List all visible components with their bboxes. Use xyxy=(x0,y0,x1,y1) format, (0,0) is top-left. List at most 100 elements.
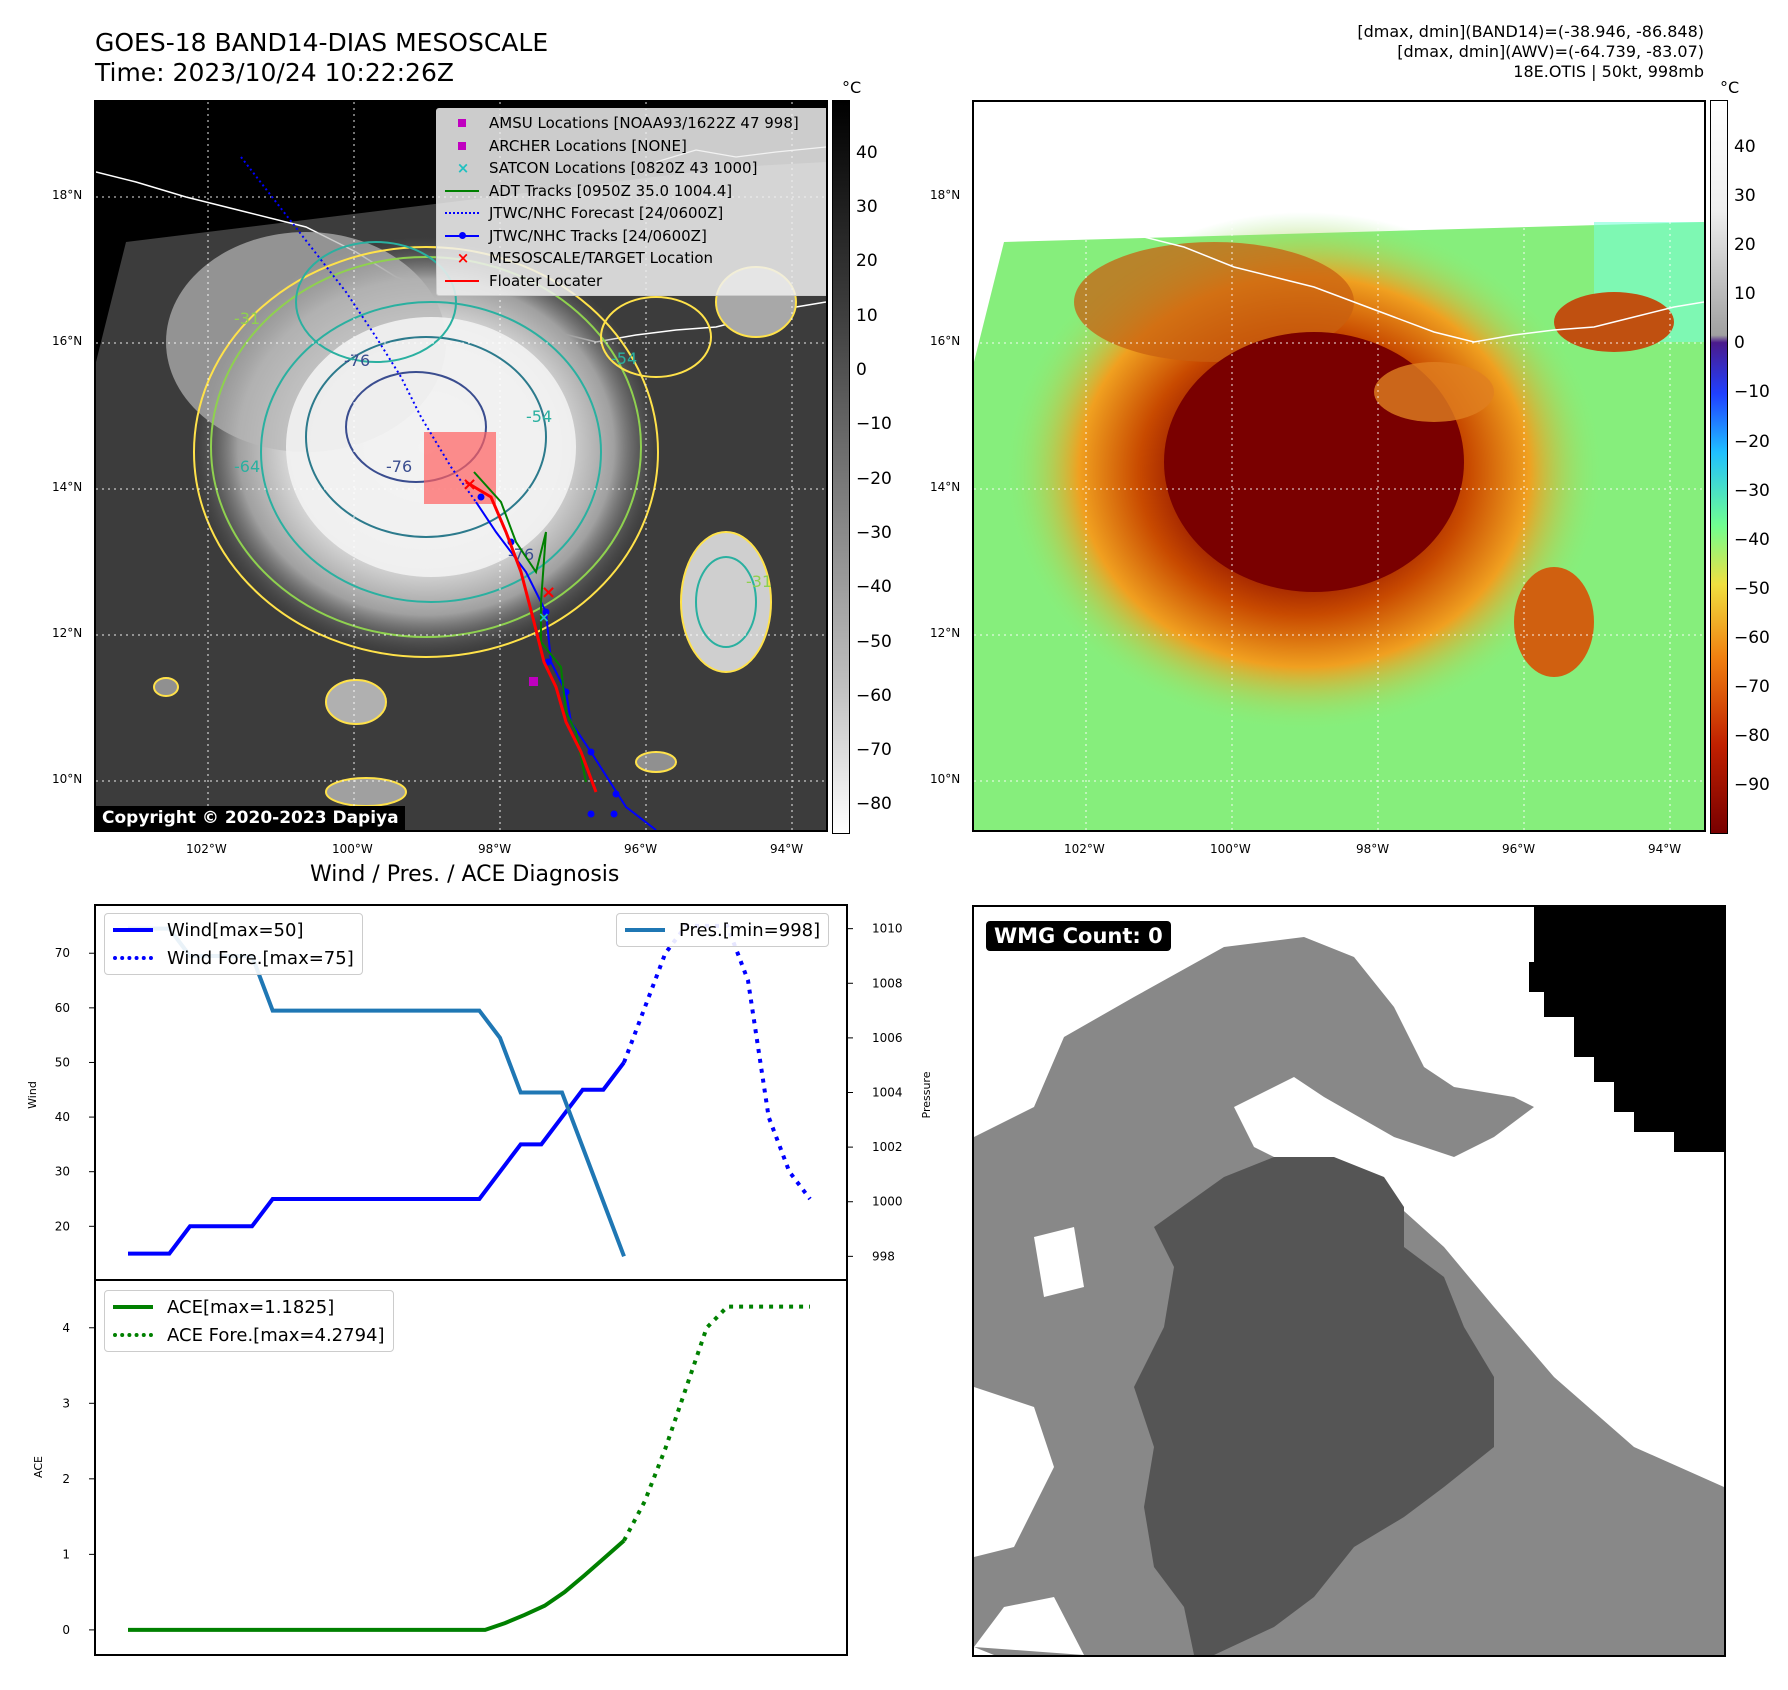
wind-tick-label: 30 xyxy=(55,1165,70,1179)
wmg-image xyxy=(974,907,1724,1655)
lon-label: 96°W xyxy=(624,842,658,856)
ace-axes xyxy=(94,1279,848,1656)
colorbar-tick-label: −70 xyxy=(1734,677,1770,698)
awv-colorbar xyxy=(1710,100,1728,834)
legend-item-archer: ARCHER Locations [NONE] xyxy=(443,135,823,158)
contour-label: -64 xyxy=(234,457,260,476)
lat-label: 14°N xyxy=(52,480,83,494)
diagnosis-chart: Wind Pressure ACE 2030405060709981000100… xyxy=(26,904,933,1656)
wind-tick-label: 70 xyxy=(55,946,70,960)
colorbar-tick-label: −30 xyxy=(1734,480,1770,501)
ace-tick-label: 3 xyxy=(62,1396,70,1410)
wind-tick-label: 40 xyxy=(55,1110,70,1124)
forecast-track xyxy=(240,156,477,503)
legend-ace: ACE[max=1.1825] xyxy=(113,1293,385,1321)
contour-label: -31 xyxy=(746,572,772,591)
lat-label: 18°N xyxy=(930,188,961,202)
ace-tick-label: 1 xyxy=(62,1547,70,1561)
awv-map-image xyxy=(974,102,1704,830)
colorbar-tick-label: −80 xyxy=(856,794,892,815)
legend-wind: Wind[max=50] xyxy=(113,916,354,944)
awv-colorbar-unit: °C xyxy=(1720,78,1740,97)
contour-label: -76 xyxy=(344,351,370,370)
adt-track xyxy=(473,471,587,783)
title-line-2: Time: 2023/10/24 10:22:26Z xyxy=(95,58,454,87)
contour-label: -54 xyxy=(611,349,637,368)
lat-label: 16°N xyxy=(52,334,83,348)
colorbar-tick-label: 20 xyxy=(1734,235,1756,256)
ace-line xyxy=(128,1539,626,1632)
satcon-marker: × xyxy=(538,610,550,626)
legend-item-satcon: × SATCON Locations [0820Z 43 1000] xyxy=(456,159,758,178)
colorbar-tick-label: −30 xyxy=(856,522,892,543)
lon-label: 102°W xyxy=(186,842,227,856)
wind-legend: Wind[max=50] Wind Fore.[max=75] xyxy=(104,913,363,975)
lon-label: 98°W xyxy=(1356,842,1390,856)
jtwc-track xyxy=(475,501,657,830)
pressure-tick-label: 1010 xyxy=(872,922,903,936)
colorbar-tick-label: 40 xyxy=(1734,136,1756,157)
colorbar-tick-label: −50 xyxy=(1734,578,1770,599)
wind-tick-label: 20 xyxy=(55,1219,70,1233)
info-line-1: [dmax, dmin](BAND14)=(-38.946, -86.848) xyxy=(1357,22,1704,41)
pressure-tick-label: 998 xyxy=(872,1249,895,1263)
legend-pressure: Pres.[min=998] xyxy=(625,916,820,944)
ace-legend: ACE[max=1.1825] ACE Fore.[max=4.2794] xyxy=(104,1290,394,1352)
colorbar-tick-label: 10 xyxy=(1734,284,1756,305)
colorbar-tick-label: −10 xyxy=(856,414,892,435)
legend-item-target: × MESOSCALE/TARGET Location xyxy=(456,249,714,268)
colorbar-tick-label: 0 xyxy=(1734,333,1745,354)
legend-wind-fore: Wind Fore.[max=75] xyxy=(113,944,354,972)
pressure-tick-label: 1006 xyxy=(872,1031,903,1045)
contour-label: -76 xyxy=(386,457,412,476)
target-marker: × xyxy=(462,474,477,495)
lat-label: 10°N xyxy=(52,772,83,786)
lon-label: 94°W xyxy=(770,842,804,856)
diagnosis-title: Wind / Pres. / ACE Diagnosis xyxy=(310,862,620,887)
storm-info: [dmax, dmin](BAND14)=(-38.946, -86.848) … xyxy=(1357,22,1704,82)
wind-forecast-line xyxy=(622,923,812,1201)
wind-line xyxy=(128,1061,626,1256)
chart-title: GOES-18 BAND14-DIAS MESOSCALE Time: 2023… xyxy=(95,28,548,88)
lon-label: 98°W xyxy=(478,842,512,856)
pressure-line xyxy=(128,926,626,1258)
colorbar-tick-label: −40 xyxy=(1734,529,1770,550)
colorbar-tick-label: −60 xyxy=(1734,628,1770,649)
colorbar-tick-label: −70 xyxy=(856,740,892,761)
legend-item-amsu: AMSU Locations [NOAA93/1622Z 47 998] xyxy=(443,112,823,135)
wind-tick-label: 50 xyxy=(55,1055,70,1069)
colorbar-tick-label: 40 xyxy=(856,142,878,163)
wind-tick-label: 60 xyxy=(55,1001,70,1015)
ace-tick-label: 0 xyxy=(62,1623,70,1637)
lon-label: 102°W xyxy=(1064,842,1105,856)
lat-label: 12°N xyxy=(930,626,961,640)
wmg-panel: WMG Count: 0 xyxy=(972,905,1726,1657)
lat-label: 10°N xyxy=(930,772,961,786)
ace-tick-label: 4 xyxy=(62,1321,70,1335)
pressure-tick-label: 1000 xyxy=(872,1195,903,1209)
legend-item-forecast: JTWC/NHC Forecast [24/0600Z] xyxy=(443,202,823,225)
colorbar-tick-label: 10 xyxy=(856,305,878,326)
ir-colorbar-unit: °C xyxy=(842,78,862,97)
amsu-marker xyxy=(529,677,538,686)
lon-label: 100°W xyxy=(332,842,373,856)
ace-tick-label: 2 xyxy=(62,1472,70,1486)
lat-label: 18°N xyxy=(52,188,83,202)
colorbar-tick-label: −90 xyxy=(1734,775,1770,796)
colorbar-tick-label: −20 xyxy=(856,468,892,489)
colorbar-tick-label: −10 xyxy=(1734,382,1770,403)
colorbar-tick-label: 20 xyxy=(856,251,878,272)
ace-axis-label: ACE xyxy=(32,1456,45,1478)
colorbar-tick-label: −40 xyxy=(856,577,892,598)
colorbar-tick-label: −50 xyxy=(856,631,892,652)
legend-item-adt: ADT Tracks [0950Z 35.0 1004.4] xyxy=(443,180,823,203)
lat-label: 12°N xyxy=(52,626,83,640)
ir-map-panel: -76 -76 -76 -64 -54 -54 -31 -31 xyxy=(94,100,828,832)
colorbar-tick-label: 0 xyxy=(856,359,867,380)
title-line-1: GOES-18 BAND14-DIAS MESOSCALE xyxy=(95,28,549,57)
pressure-axis-label: Pressure xyxy=(920,1071,933,1118)
ir-map-image: -76 -76 -76 -64 -54 -54 -31 -31 xyxy=(96,102,826,830)
lat-label: 16°N xyxy=(930,334,961,348)
pressure-tick-label: 1004 xyxy=(872,1086,903,1100)
map-legend: AMSU Locations [NOAA93/1622Z 47 998] ARC… xyxy=(436,108,826,296)
